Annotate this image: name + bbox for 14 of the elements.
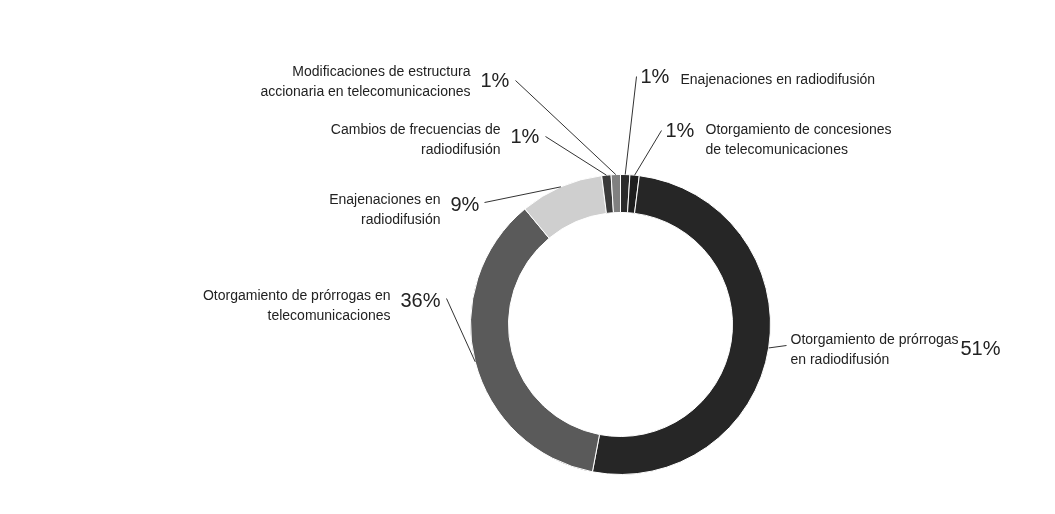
data-label: 1%: [640, 64, 670, 87]
data-label: 51%: [960, 336, 1001, 359]
data-label: 1%: [665, 118, 695, 141]
slice-label: Enajenaciones en radiodifusión: [329, 190, 441, 227]
slice-label: Otorgamiento de concesiones de telecomunicaciones: [705, 120, 892, 157]
data-label: 9%: [450, 192, 480, 215]
slice-label: Enajenaciones en radiodifusión: [680, 70, 876, 87]
data-label: 36%: [400, 288, 441, 311]
data-label: 1%: [480, 68, 510, 91]
slice-label: Cambios de frecuencias de radiodifusión: [330, 120, 501, 157]
slice-label: Otorgamiento de prórrogas en telecomunicaciones: [202, 286, 391, 323]
slice-label: Modificaciones de estructura accionaria en telecomunicaciones: [260, 62, 471, 99]
data-label: 1%: [510, 124, 540, 147]
slice-label: Otorgamiento de prórrogas en radiodifusión: [790, 330, 959, 367]
